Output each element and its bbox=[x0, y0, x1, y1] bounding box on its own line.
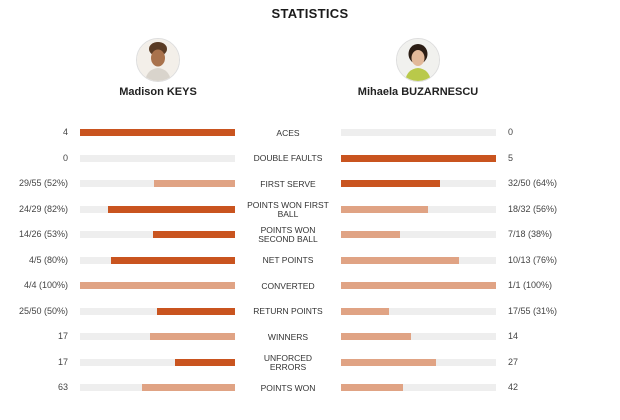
stat-bar-left bbox=[80, 307, 235, 315]
stat-value-left: 17 bbox=[57, 331, 68, 341]
stat-label: CONVERTED bbox=[261, 280, 315, 291]
stat-bar-left bbox=[80, 358, 235, 366]
stat-bar-fill-right bbox=[341, 180, 440, 187]
stat-value-right: 42 bbox=[508, 382, 519, 392]
stat-label: DOUBLE FAULTS bbox=[253, 153, 323, 163]
statistics-table: 4 ACES 0 0 DOUBLE FAULTS 5 29/55 (52%) FIRST SE… bbox=[0, 121, 620, 402]
stat-row: 4/4 (100%) CONVERTED 1/1 (100%) bbox=[0, 274, 620, 300]
stat-label: FIRST SERVE bbox=[260, 178, 316, 189]
stat-label: ACES bbox=[276, 127, 300, 138]
stat-value-left: 29/55 (52%) bbox=[18, 178, 68, 188]
stat-value-left: 25/50 (50%) bbox=[18, 305, 68, 316]
stat-value-left: 4/4 (100%) bbox=[23, 280, 68, 290]
stat-value-left: 0 bbox=[62, 152, 68, 163]
stat-bar-fill-left bbox=[108, 205, 235, 213]
stat-bar-fill-left bbox=[80, 129, 235, 136]
stat-bar-left bbox=[80, 231, 235, 238]
stat-bar-fill-left bbox=[111, 256, 235, 264]
stat-value-right: 0 bbox=[508, 127, 514, 137]
stat-bar-right bbox=[341, 282, 496, 289]
stat-bar-fill-left bbox=[142, 384, 235, 391]
stat-label: POINTS WON FIRST BALL bbox=[247, 199, 329, 219]
stat-bar-fill-right bbox=[341, 205, 428, 213]
stat-bar-fill-left bbox=[153, 231, 235, 238]
stat-bar-fill-left bbox=[157, 307, 235, 315]
stat-value-right: 1/1 (100%) bbox=[508, 280, 553, 290]
stat-value-right: 5 bbox=[508, 152, 514, 163]
stat-bar-fill-right bbox=[341, 358, 436, 366]
stat-row: 14/26 (53%) POINTS WON SECOND BALL 7/18 (3… bbox=[0, 223, 620, 249]
stat-value-right: 10/13 (76%) bbox=[508, 254, 558, 265]
stat-bar-left bbox=[80, 282, 235, 289]
stat-bar-left bbox=[80, 256, 235, 264]
stat-bar-fill-left bbox=[150, 333, 235, 340]
stat-label: WINNERS bbox=[267, 331, 309, 342]
stat-row: 0 DOUBLE FAULTS 5 bbox=[0, 147, 620, 173]
page-title: STATISTICS bbox=[271, 6, 349, 21]
player-photo-icon bbox=[136, 38, 180, 82]
stat-value-left: 4/5 (80%) bbox=[28, 254, 68, 265]
stat-bar-fill-left bbox=[175, 358, 235, 366]
stat-bar-right bbox=[341, 180, 496, 187]
stat-bar-left bbox=[80, 333, 235, 340]
stat-value-right: 17/55 (31%) bbox=[508, 305, 558, 316]
stat-row: 25/50 (50%) RETURN POINTS 17/55 (31%) bbox=[0, 300, 620, 326]
stat-bar-right bbox=[341, 205, 496, 213]
stat-value-right: 27 bbox=[508, 356, 519, 367]
stat-label: RETURN POINTS bbox=[253, 306, 323, 316]
stat-value-left: 17 bbox=[57, 356, 68, 367]
stat-bar-fill-right bbox=[341, 256, 459, 264]
stat-bar-right bbox=[341, 231, 496, 238]
stat-bar-left bbox=[80, 129, 235, 136]
stat-bar-right bbox=[341, 129, 496, 136]
stat-value-right: 18/32 (56%) bbox=[508, 203, 558, 214]
stat-label: POINTS WON bbox=[260, 382, 316, 393]
stat-row: 4/5 (80%) NET POINTS 10/13 (76%) bbox=[0, 249, 620, 275]
stat-bar-right bbox=[341, 256, 496, 264]
stat-value-left: 24/29 (82%) bbox=[18, 203, 68, 214]
player-photo-icon bbox=[396, 38, 440, 82]
stat-value-left: 4 bbox=[62, 127, 68, 137]
stat-row: 4 ACES 0 bbox=[0, 121, 620, 147]
stat-bar-fill-right bbox=[341, 333, 411, 340]
stat-bar-right bbox=[341, 154, 496, 162]
stat-value-right: 32/50 (64%) bbox=[508, 178, 558, 188]
player-name-right: Mihaela BUZARNESCU bbox=[357, 86, 479, 98]
stat-bar-left bbox=[80, 180, 235, 187]
stat-row: 17 WINNERS 14 bbox=[0, 325, 620, 351]
player-header-left: Madison KEYS bbox=[78, 38, 238, 98]
stat-bar-fill-left bbox=[80, 282, 235, 289]
stat-bar-fill-right bbox=[341, 282, 496, 289]
stat-bar-left bbox=[80, 205, 235, 213]
stat-bar-right bbox=[341, 358, 496, 366]
stat-bar-fill-right bbox=[341, 231, 400, 238]
player-name-left: Madison KEYS bbox=[119, 86, 197, 98]
stat-bar-fill-right bbox=[341, 307, 389, 315]
stat-bar-fill-right bbox=[341, 154, 496, 162]
stat-row: 17 UNFORCED ERRORS 27 bbox=[0, 351, 620, 377]
player-header-right: Mihaela BUZARNESCU bbox=[338, 38, 498, 98]
stat-bar-fill-right bbox=[341, 384, 403, 391]
stat-label: POINTS WON SECOND BALL bbox=[258, 225, 318, 244]
stat-bar-left bbox=[80, 154, 235, 162]
stat-bar-right bbox=[341, 384, 496, 391]
stat-value-left: 14/26 (53%) bbox=[18, 229, 68, 239]
stat-label: UNFORCED ERRORS bbox=[263, 352, 313, 372]
stat-row: 63 POINTS WON 42 bbox=[0, 376, 620, 402]
stat-bar-right bbox=[341, 333, 496, 340]
stat-value-right: 7/18 (38%) bbox=[508, 229, 553, 239]
stat-row: 29/55 (52%) FIRST SERVE 32/50 (64%) bbox=[0, 172, 620, 198]
stat-row: 24/29 (82%) POINTS WON FIRST BALL 18/32 (5… bbox=[0, 198, 620, 224]
stat-value-left: 63 bbox=[57, 382, 68, 392]
stat-bar-fill-left bbox=[154, 180, 235, 187]
stat-bar-right bbox=[341, 307, 496, 315]
stat-label: NET POINTS bbox=[262, 255, 314, 265]
stat-bar-left bbox=[80, 384, 235, 391]
stat-value-right: 14 bbox=[508, 331, 519, 341]
